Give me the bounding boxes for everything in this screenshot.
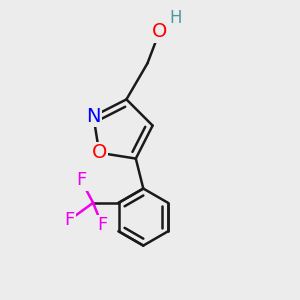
Text: O: O [92,143,107,162]
Text: O: O [152,22,167,41]
Text: H: H [170,9,182,27]
Text: N: N [86,107,101,126]
Text: F: F [97,216,107,234]
Text: F: F [76,171,86,189]
Text: F: F [64,211,74,229]
